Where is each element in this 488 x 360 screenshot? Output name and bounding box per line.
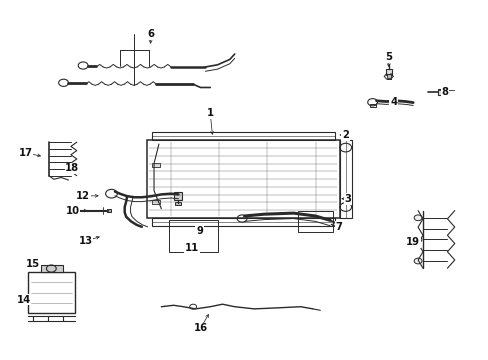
Bar: [437, 89, 447, 95]
Bar: [28, 272, 75, 313]
Text: 15: 15: [26, 258, 40, 269]
Text: 5: 5: [385, 52, 391, 62]
Bar: [173, 192, 182, 200]
Text: 2: 2: [342, 130, 348, 140]
Circle shape: [413, 258, 421, 264]
Text: 17: 17: [19, 148, 32, 158]
Text: 6: 6: [147, 29, 154, 39]
Text: 3: 3: [344, 194, 351, 204]
Circle shape: [413, 215, 421, 221]
Text: 14: 14: [16, 294, 31, 305]
Text: 18: 18: [65, 163, 79, 174]
Text: 8: 8: [441, 87, 447, 97]
Text: 19: 19: [406, 237, 419, 247]
Text: 9: 9: [196, 226, 203, 236]
Circle shape: [413, 237, 421, 242]
Bar: [151, 199, 160, 204]
Text: 11: 11: [184, 243, 199, 253]
Text: 16: 16: [193, 323, 207, 333]
Text: 13: 13: [79, 236, 92, 246]
Bar: [151, 132, 334, 140]
Bar: [339, 140, 351, 218]
Bar: [151, 218, 334, 226]
Bar: [298, 211, 332, 232]
Bar: [175, 202, 181, 205]
Bar: [386, 74, 390, 78]
Bar: [41, 265, 62, 272]
Text: 10: 10: [65, 206, 79, 216]
Bar: [369, 104, 375, 107]
Text: 7: 7: [335, 222, 342, 232]
Text: 12: 12: [76, 191, 90, 201]
Text: 1: 1: [206, 108, 213, 118]
Bar: [146, 140, 339, 218]
Bar: [385, 69, 391, 75]
Bar: [168, 220, 217, 252]
Text: 4: 4: [389, 96, 396, 107]
Bar: [151, 163, 160, 167]
Bar: [106, 209, 111, 212]
